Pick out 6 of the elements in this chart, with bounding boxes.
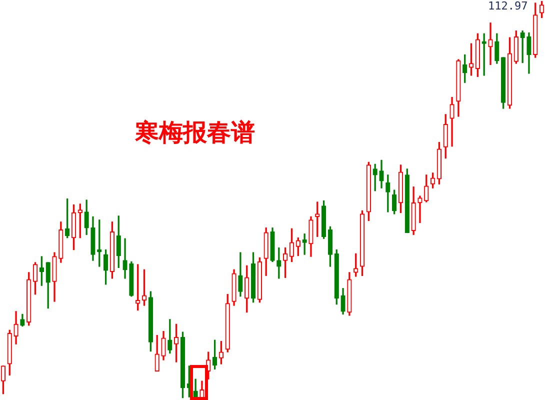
annotation: 112.97	[488, 0, 528, 12]
candlestick	[520, 30, 525, 64]
candlestick	[418, 196, 422, 224]
candlestick	[302, 234, 307, 255]
text: 寒梅报春谱	[134, 118, 255, 147]
candlestick	[488, 22, 493, 66]
